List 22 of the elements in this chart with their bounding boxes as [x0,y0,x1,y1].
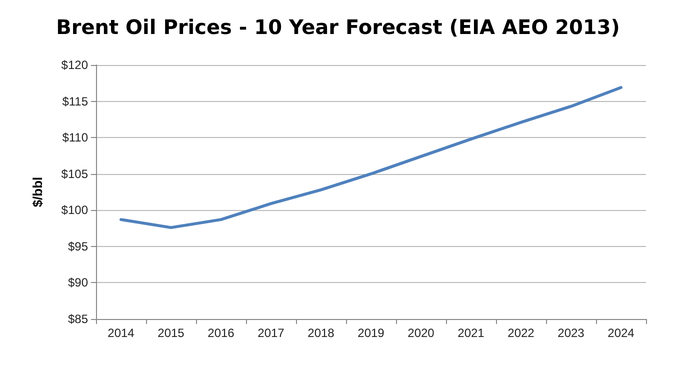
x-tick-label: 2019 [358,326,385,340]
x-tick-label: 2021 [458,326,485,340]
x-tick-label: 2023 [558,326,585,340]
y-tick-label: $85 [68,312,88,326]
x-tick-label: 2017 [258,326,285,340]
x-tick-label: 2020 [408,326,435,340]
y-tick-label: $110 [62,130,88,145]
y-axis-title: $/bbl [30,176,45,208]
y-tick-label: $95 [68,239,88,254]
line-series [120,86,622,230]
x-tick-label: 2024 [608,326,635,340]
x-tick-label: 2015 [158,326,185,340]
y-tick-label: $100 [61,203,88,218]
y-tick-label: $105 [61,166,88,181]
y-tick-label: $120 [61,58,88,72]
y-tick-label: $115 [62,94,88,108]
x-tick-label: 2018 [308,326,335,340]
x-tick-label: 2014 [108,326,135,340]
y-tick-label: $90 [68,276,88,290]
chart-title: Brent Oil Prices - 10 Year Forecast (EIA AEO 2013) [56,15,620,39]
x-tick-label: 2016 [208,326,235,340]
x-tick-label: 2022 [508,326,535,340]
